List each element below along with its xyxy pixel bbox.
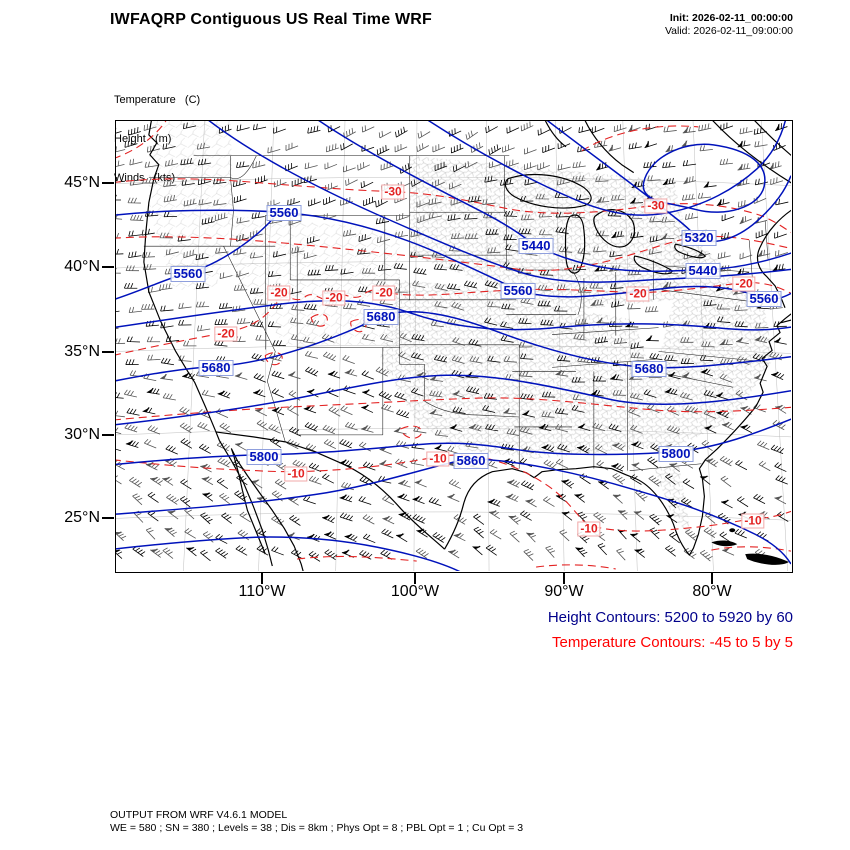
- map-frame: 5560 5560 5680 5680 5440 5320 5440 5560 5560 5680…: [115, 120, 793, 573]
- lat-tick-label: 30°N: [64, 426, 100, 443]
- lat-tick-mark: [102, 266, 114, 268]
- lon-tick-label: 90°W: [544, 583, 584, 600]
- lon-tick-mark: [261, 572, 263, 584]
- lon-tick-mark: [563, 572, 565, 584]
- legend-temperature: Temperature (C): [114, 94, 201, 106]
- lat-tick-mark: [102, 517, 114, 519]
- valid-time: Valid: 2026-02-11_09:00:00: [664, 25, 793, 37]
- lat-tick-mark: [102, 351, 114, 353]
- lat-tick-label: 45°N: [64, 174, 100, 191]
- lat-tick-mark: [102, 434, 114, 436]
- lat-tick-mark: [102, 182, 114, 184]
- height-contour-note: Height Contours: 5200 to 5920 by 60: [547, 609, 793, 626]
- coastlines: [143, 121, 791, 571]
- temperature-contour-note: Temperature Contours: -45 to 5 by 5: [552, 634, 793, 651]
- model-footer: OUTPUT FROM WRF V4.6.1 MODEL WE = 580 ; …: [110, 809, 523, 834]
- footer-config: WE = 580 ; SN = 380 ; Levels = 38 ; Dis …: [110, 821, 524, 834]
- lon-tick-label: 110°W: [238, 583, 286, 600]
- lat-tick-label: 25°N: [64, 509, 100, 526]
- lon-tick-mark: [711, 572, 713, 584]
- footer-model: OUTPUT FROM WRF V4.6.1 MODEL: [110, 809, 288, 821]
- county-texture: [148, 121, 774, 539]
- lon-tick-label: 100°W: [390, 583, 440, 600]
- run-times: Init: 2026-02-11_00:00:00 Valid: 2026-02…: [665, 12, 793, 38]
- lon-tick-label: 80°W: [692, 583, 732, 600]
- lat-tick-label: 40°N: [64, 258, 100, 275]
- plot-title: IWFAQRP Contiguous US Real Time WRF: [110, 11, 432, 28]
- lat-tick-label: 35°N: [64, 343, 100, 360]
- init-time: Init: 2026-02-11_00:00:00: [669, 12, 793, 24]
- lon-tick-mark: [414, 572, 416, 584]
- map-svg: [116, 121, 791, 571]
